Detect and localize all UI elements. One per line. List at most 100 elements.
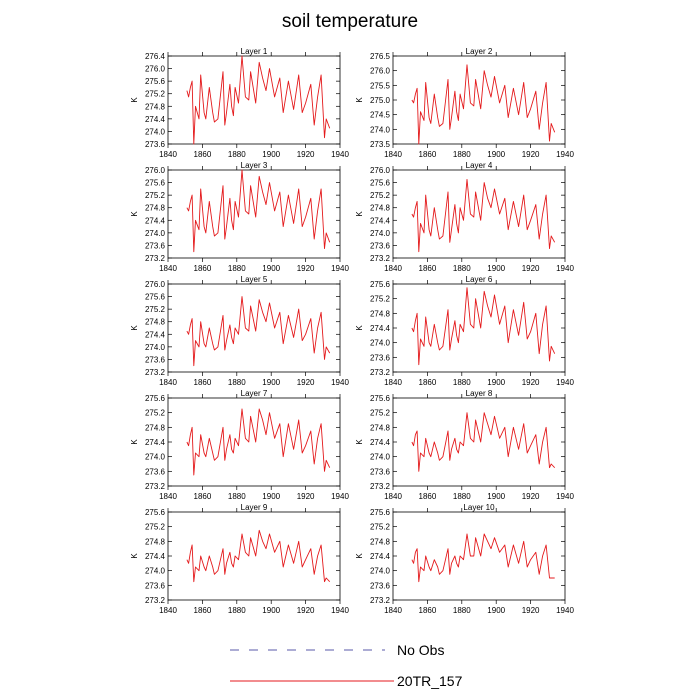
y-tick-label: 276.4 (145, 52, 166, 61)
panel-layer-3: Layer 3 273.2 273.6 274.0 274.4 274.8 275.2 275… (130, 161, 349, 273)
y-tick-label: 275.2 (370, 523, 391, 532)
series-line-20tr157 (186, 296, 331, 367)
y-tick-label: 276.0 (145, 280, 166, 289)
x-tick-label: 1920 (522, 150, 540, 159)
y-tick-label: 276.5 (370, 52, 391, 61)
x-tick-label: 1920 (522, 606, 540, 615)
y-tick-label: 274.4 (370, 438, 391, 447)
x-tick-label: 1900 (487, 378, 505, 387)
y-tick-label: 276.0 (370, 67, 391, 76)
series-line-20tr157 (411, 533, 555, 583)
x-tick-label: 1880 (453, 378, 471, 387)
x-tick-label: 1860 (419, 150, 437, 159)
y-tick-label: 273.2 (370, 596, 391, 605)
x-tick-label: 1900 (262, 606, 280, 615)
y-tick-label: 274.8 (145, 537, 166, 546)
x-tick-label: 1840 (159, 150, 177, 159)
plot-frame (167, 169, 341, 259)
y-axis-label: K (355, 211, 364, 217)
y-tick-label: 275.6 (370, 394, 391, 403)
panel-layer-4: Layer 4 273.2 273.6 274.0 274.4 274.8 275.2 275… (355, 161, 574, 273)
y-axis-label: K (130, 439, 139, 445)
x-tick-label: 1940 (556, 264, 574, 273)
y-tick-label: 275.5 (370, 81, 391, 90)
y-tick-label: 275.2 (145, 191, 166, 200)
panel-layer-1: Layer 1 273.6 274.0 274.4 274.8 275.2 275.6 276… (130, 47, 349, 159)
x-tick-label: 1940 (331, 492, 349, 501)
panels-grid: Layer 1 273.6 274.0 274.4 274.8 275.2 275.6 276… (130, 47, 574, 615)
y-tick-label: 274.0 (370, 453, 391, 462)
y-tick-label: 273.6 (145, 140, 166, 149)
x-tick-label: 1860 (419, 264, 437, 273)
y-tick-label: 273.2 (145, 368, 166, 377)
y-axis-label: K (355, 439, 364, 445)
x-tick-label: 1840 (159, 606, 177, 615)
x-tick-label: 1900 (262, 264, 280, 273)
y-tick-label: 274.8 (370, 309, 391, 318)
y-tick-label: 276.0 (145, 166, 166, 175)
panel-title: Layer 10 (463, 503, 495, 512)
x-tick-label: 1840 (384, 378, 402, 387)
y-tick-label: 275.6 (145, 77, 166, 86)
y-tick-label: 274.8 (145, 423, 166, 432)
y-tick-label: 274.0 (145, 343, 166, 352)
x-tick-label: 1840 (384, 492, 402, 501)
panel-title: Layer 5 (241, 275, 268, 284)
plot-frame (167, 511, 341, 601)
y-tick-label: 274.4 (145, 438, 166, 447)
series-line-20tr157 (411, 287, 556, 366)
x-tick-label: 1840 (159, 378, 177, 387)
y-tick-label: 273.2 (370, 368, 391, 377)
x-tick-label: 1920 (297, 492, 315, 501)
y-tick-label: 275.2 (370, 191, 391, 200)
panel-layer-2: Layer 2 273.5 274.0 274.5 275.0 275.5 276.0 276… (355, 47, 574, 159)
y-tick-label: 275.2 (370, 409, 391, 418)
y-tick-label: 274.0 (145, 567, 166, 576)
series-line-20tr157 (411, 178, 556, 253)
y-tick-label: 274.0 (370, 339, 391, 348)
series-line-20tr157 (186, 529, 331, 583)
panel-title: Layer 8 (466, 389, 493, 398)
panel-layer-10: Layer 10 273.2 273.6 274.0 274.4 274.8 275.2 27… (355, 503, 574, 615)
x-tick-label: 1880 (453, 492, 471, 501)
x-tick-label: 1840 (384, 150, 402, 159)
y-axis-label: K (130, 97, 139, 103)
x-tick-label: 1900 (262, 492, 280, 501)
x-tick-label: 1920 (297, 606, 315, 615)
x-tick-label: 1880 (228, 378, 246, 387)
y-axis-label: K (130, 553, 139, 559)
x-tick-label: 1840 (384, 606, 402, 615)
y-tick-label: 274.4 (370, 324, 391, 333)
y-tick-label: 274.5 (370, 111, 391, 120)
legend-20tr157-label: 20TR_157 (397, 673, 463, 689)
x-tick-label: 1920 (297, 378, 315, 387)
panel-title: Layer 4 (466, 161, 493, 170)
y-tick-label: 273.2 (145, 254, 166, 263)
y-tick-label: 274.8 (145, 102, 166, 111)
y-tick-label: 274.4 (145, 115, 166, 124)
x-tick-label: 1940 (556, 606, 574, 615)
panel-title: Layer 6 (466, 275, 493, 284)
x-tick-label: 1860 (194, 606, 212, 615)
plot-frame (392, 511, 566, 601)
y-axis-label: K (355, 325, 364, 331)
series-line-20tr157 (411, 64, 556, 145)
x-tick-label: 1900 (487, 150, 505, 159)
x-tick-label: 1840 (159, 492, 177, 501)
y-tick-label: 274.8 (145, 318, 166, 327)
y-tick-label: 275.2 (370, 295, 391, 304)
x-tick-label: 1880 (453, 264, 471, 273)
legend-noobs-label: No Obs (397, 642, 444, 658)
y-tick-label: 273.2 (145, 482, 166, 491)
y-tick-label: 275.6 (145, 394, 166, 403)
x-tick-label: 1840 (159, 264, 177, 273)
x-tick-label: 1860 (419, 492, 437, 501)
x-tick-label: 1900 (262, 150, 280, 159)
y-tick-label: 275.2 (145, 523, 166, 532)
y-tick-label: 274.8 (145, 204, 166, 213)
panel-title: Layer 3 (241, 161, 268, 170)
y-tick-label: 275.2 (145, 90, 166, 99)
x-tick-label: 1920 (522, 264, 540, 273)
panel-layer-9: Layer 9 273.2 273.6 274.0 274.4 274.8 275.2 275… (130, 503, 349, 615)
